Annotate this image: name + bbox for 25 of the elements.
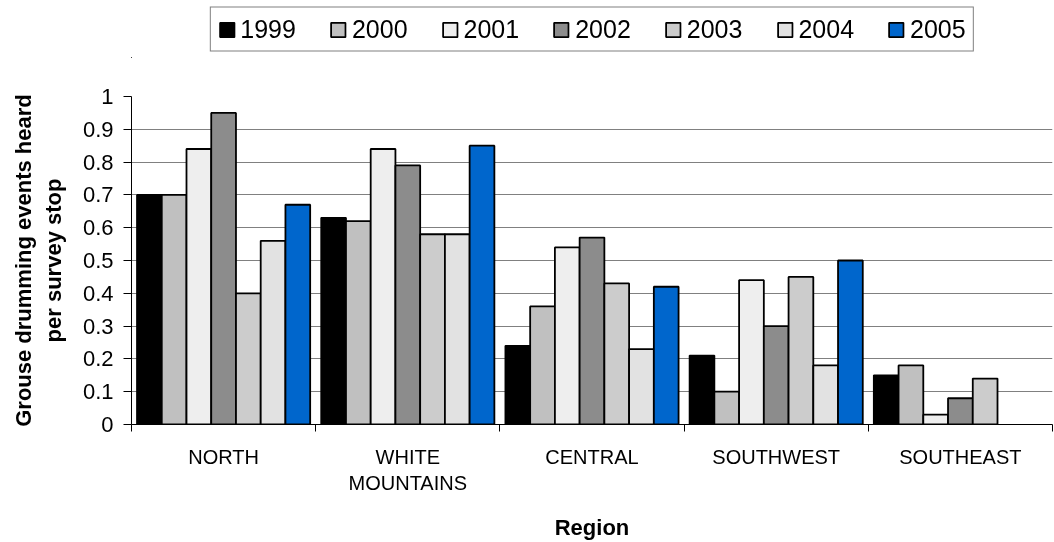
legend-label: 1999 <box>240 14 296 44</box>
x-tick-label: WHITE MOUNTAINS <box>348 445 468 494</box>
y-axis-title: Grouse drumming events heard per survey stop <box>10 94 66 427</box>
x-tick-label: SOUTHWEST <box>712 445 841 468</box>
legend-label: 2003 <box>686 14 743 44</box>
x-tick-label: SOUTHEAST <box>899 445 1022 468</box>
legend-label: 2004 <box>798 14 855 44</box>
y-tick-label: 1 <box>101 84 114 109</box>
x-axis-title: Region <box>554 514 630 540</box>
legend-label: 2002 <box>575 14 631 44</box>
y-tick-label: 0.5 <box>82 248 114 273</box>
y-tick-label: 0.9 <box>82 116 114 142</box>
y-tick-label: 0.4 <box>82 280 114 306</box>
y-tick-label: 0.3 <box>82 313 114 339</box>
x-tick-label: NORTH <box>188 445 259 468</box>
legend-label: 2000 <box>351 14 408 44</box>
y-tick-label: 0.2 <box>82 346 114 372</box>
y-tick-label: 0.6 <box>82 215 114 241</box>
y-tick-label: 0.1 <box>82 379 114 405</box>
y-tick-label: 0 <box>101 412 114 437</box>
x-tick-label: CENTRAL <box>545 445 639 468</box>
legend-label: 2005 <box>910 14 966 44</box>
y-tick-label: 0.8 <box>82 149 114 175</box>
legend-label: 2001 <box>463 14 520 44</box>
y-tick-label: 0.7 <box>82 182 114 208</box>
